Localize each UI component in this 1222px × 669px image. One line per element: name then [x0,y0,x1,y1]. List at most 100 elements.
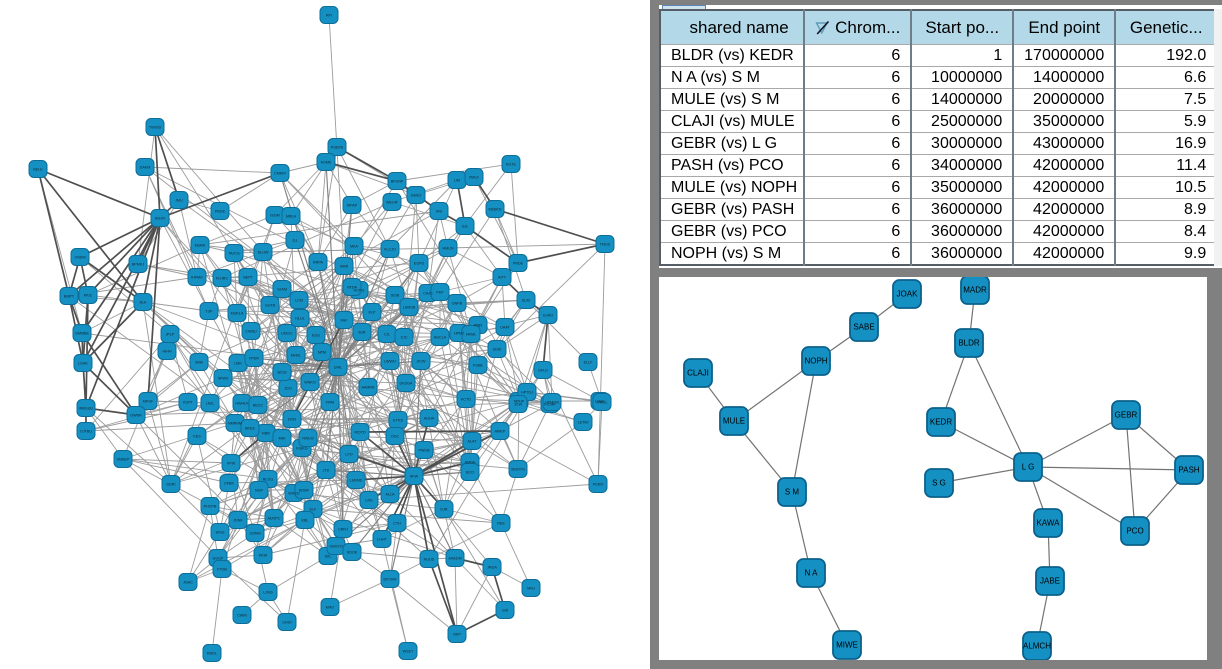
svg-text:EOFD: EOFD [414,262,425,266]
svg-text:LERMD: LERMD [350,479,363,483]
svg-text:KES: KES [193,435,201,439]
svg-text:KEDR: KEDR [930,418,952,427]
svg-text:L G: L G [1022,463,1035,472]
svg-text:JMU: JMU [175,199,183,203]
svg-text:PDNO: PDNO [593,483,604,487]
svg-text:UNIO: UNIO [282,621,291,625]
svg-text:WBGUU: WBGUU [79,407,93,411]
svg-text:GFLD: GFLD [538,369,548,373]
svg-text:JCW: JCW [514,403,523,407]
svg-text:MRLH: MRLH [286,215,297,219]
svg-text:IKDTD: IKDTD [354,431,365,435]
svg-text:JABE: JABE [1040,577,1060,586]
svg-text:UAAT: UAAT [500,326,510,330]
svg-text:CWIN: CWIN [237,614,247,618]
svg-text:LNS: LNS [365,499,373,503]
svg-text:CNDM: CNDM [74,256,85,260]
svg-text:ELF: ELF [310,508,318,512]
svg-text:SJC: SJC [401,336,408,340]
svg-text:NTDA: NTDA [347,286,358,290]
svg-text:HPMGN: HPMGN [545,401,559,405]
svg-text:SDOE: SDOE [347,551,358,555]
svg-text:IWMI: IWMI [340,265,349,269]
svg-text:LFO: LFO [345,453,352,457]
svg-text:AFW: AFW [410,475,419,479]
svg-text:HLUL: HLUL [295,317,304,321]
svg-text:NKP: NKP [453,633,461,637]
svg-text:WHCD: WHCD [288,492,300,496]
svg-text:DAKM: DAKM [140,166,151,170]
svg-text:NEPT: NEPT [243,276,254,280]
svg-text:TJIF: TJIF [205,310,213,314]
svg-text:KJTOI: KJTOI [393,419,403,423]
svg-text:KAWA: KAWA [1037,519,1061,528]
svg-text:CLAJI: CLAJI [687,369,709,378]
svg-text:FRM: FRM [326,401,334,405]
svg-text:BCO: BCO [466,471,474,475]
svg-text:KGTE: KGTE [506,163,517,167]
svg-text:AGCLA: AGCLA [434,336,447,340]
svg-text:SUUI: SUUI [522,299,531,303]
svg-text:RECC: RECC [253,404,264,408]
svg-text:SABE: SABE [853,323,874,332]
svg-text:NMRHM: NMRHM [228,422,242,426]
svg-text:AUOPC: AUOPC [267,517,280,521]
svg-text:JLL: JLL [292,239,298,243]
svg-text:HIHH: HIHH [162,350,171,354]
svg-text:BELE: BELE [33,168,43,172]
svg-text:BCGI: BCGI [277,371,286,375]
svg-text:LRAE: LRAE [595,400,605,404]
svg-text:TAJCG: TAJCG [228,252,240,256]
svg-text:S G: S G [932,479,946,488]
svg-text:BJR: BJR [359,331,366,335]
svg-text:FLHRC: FLHRC [216,277,229,281]
svg-text:MULE: MULE [723,417,745,426]
svg-text:FKP: FKP [436,291,444,295]
svg-text:GMUJ: GMUJ [411,194,422,198]
svg-text:WGS: WGS [216,531,225,535]
svg-text:OWCL: OWCL [596,401,607,405]
svg-text:SJAM: SJAM [277,288,287,292]
svg-text:WEUIF: WEUIF [386,201,399,205]
svg-text:TMGS: TMGS [600,243,611,247]
svg-text:LWWO: LWWO [384,360,396,364]
svg-text:HPTDJ: HPTDJ [521,391,533,395]
svg-text:AUHA: AUHA [424,417,435,421]
svg-text:HCPG: HCPG [354,289,365,293]
svg-text:GIS: GIS [502,609,509,613]
svg-text:BLDR: BLDR [958,339,980,348]
svg-text:PSERS: PSERS [331,146,344,150]
svg-text:FICMK: FICMK [544,403,556,407]
svg-text:HMUN: HMUN [442,247,453,251]
svg-text:PWUB: PWUB [418,449,430,453]
svg-text:KKW: KKW [259,554,268,558]
svg-text:AITT: AITT [498,276,507,280]
svg-text:MIWE: MIWE [836,641,858,650]
svg-text:KOME: KOME [321,161,332,165]
svg-text:PHCPB: PHCPB [204,505,217,509]
svg-text:IDIL: IDIL [325,555,332,559]
svg-text:JDO: JDO [284,387,292,391]
svg-text:NWLM: NWLM [302,437,313,441]
svg-text:CAJC: CAJC [423,292,433,296]
svg-text:RBR: RBR [262,432,270,436]
svg-text:HKML: HKML [466,333,476,337]
svg-text:N A: N A [805,569,819,578]
svg-text:KUPT: KUPT [183,401,194,405]
svg-text:CIL: CIL [384,333,390,337]
svg-text:IHFMG: IHFMG [191,276,203,280]
svg-text:BKEE: BKEE [245,427,255,431]
svg-text:RRPA: RRPA [313,261,324,265]
svg-text:CRRJ: CRRJ [338,528,348,532]
svg-text:BLK: BLK [140,301,148,305]
svg-text:PNDE: PNDE [513,262,524,266]
svg-text:GSNM: GSNM [249,532,260,536]
svg-text:DON: DON [288,418,297,422]
svg-text:MNJ: MNJ [527,587,535,591]
svg-text:DLHW: DLHW [258,251,269,255]
svg-text:BPMKJ: BPMKJ [132,263,144,267]
svg-text:AHEDM: AHEDM [448,557,461,561]
svg-text:BMPT: BMPT [64,295,75,299]
svg-text:JPLP: JPLP [166,333,175,337]
svg-text:ELLF: ELLF [584,361,594,365]
